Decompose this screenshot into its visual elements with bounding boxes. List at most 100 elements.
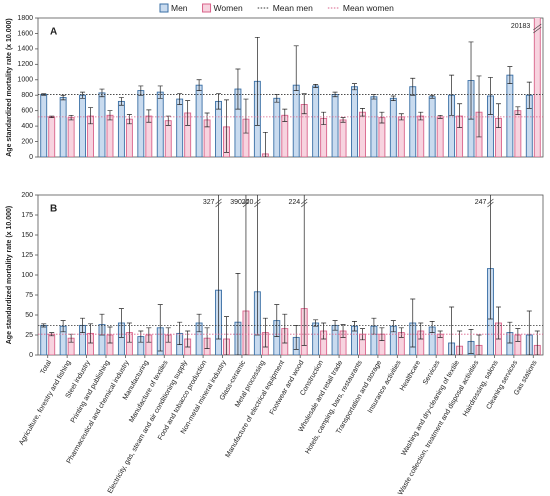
- error-bar: [398, 327, 404, 338]
- bar: [117, 100, 125, 157]
- error-bar: [165, 115, 171, 126]
- value-label: 20183: [511, 23, 531, 30]
- y-tick-label: 25: [25, 332, 33, 339]
- error-bar: [60, 320, 66, 333]
- error-bar: [41, 93, 47, 96]
- error-bar: [49, 332, 55, 337]
- error-bar: [321, 111, 327, 125]
- error-bar: [410, 298, 416, 348]
- plot-area: [40, 18, 541, 157]
- bar: [351, 86, 358, 157]
- break-mark: [487, 198, 494, 208]
- bar: [378, 117, 386, 157]
- bar: [370, 96, 378, 157]
- error-bar: [60, 94, 66, 101]
- error-bar: [282, 108, 288, 122]
- error-bar: [351, 83, 357, 91]
- y-tick-label: 100: [21, 272, 33, 279]
- ci-label: 327: [203, 199, 215, 206]
- error-bar: [235, 68, 241, 110]
- error-bar: [165, 327, 171, 343]
- error-bar: [118, 97, 124, 106]
- error-bar: [468, 41, 474, 120]
- error-bar: [410, 77, 416, 96]
- bar: [40, 324, 48, 355]
- error-bar: [449, 306, 455, 355]
- error-bar: [254, 36, 260, 126]
- bar: [428, 96, 436, 157]
- error-bar: [88, 107, 94, 125]
- y-tick-label: 150: [21, 232, 33, 239]
- error-bar: [41, 323, 47, 328]
- error-bar: [185, 330, 191, 348]
- legend-label: Men: [171, 3, 188, 13]
- y-tick-label: 125: [21, 252, 33, 259]
- error-bar: [177, 321, 183, 345]
- error-bar: [118, 308, 124, 338]
- bar: [273, 97, 281, 157]
- error-bar: [418, 111, 424, 121]
- error-bar: [495, 103, 501, 129]
- bar: [312, 322, 320, 355]
- bar: [98, 92, 106, 157]
- bar: [359, 111, 366, 157]
- error-bar: [49, 115, 55, 118]
- error-bar: [80, 317, 86, 333]
- y-tick-label: 1800: [17, 15, 33, 22]
- error-bar: [476, 334, 482, 355]
- error-bar: [146, 327, 152, 343]
- panel-label: B: [50, 204, 57, 215]
- error-bar: [457, 330, 463, 355]
- error-bar: [126, 114, 132, 125]
- plot-frame: [37, 194, 544, 356]
- error-bar: [282, 313, 288, 344]
- bar: [40, 93, 48, 157]
- error-bar: [468, 329, 474, 354]
- error-bar: [301, 93, 307, 115]
- error-bar: [254, 195, 260, 336]
- error-bar: [204, 112, 210, 128]
- bar: [67, 117, 75, 157]
- bar: [389, 97, 397, 157]
- error-bar: [126, 322, 132, 343]
- break-mark: [254, 198, 261, 208]
- bar: [79, 94, 87, 157]
- legend-label: Mean women: [343, 3, 394, 13]
- break-mark: [533, 23, 542, 34]
- legend-swatch: [202, 3, 212, 13]
- break-mark: [242, 198, 250, 208]
- error-bar: [216, 93, 222, 110]
- error-bar: [224, 99, 230, 153]
- error-bar: [515, 106, 521, 115]
- error-bar: [429, 94, 435, 99]
- error-bar: [429, 321, 435, 333]
- bar: [514, 110, 522, 157]
- error-bar: [526, 310, 532, 355]
- y-tick-label: 1200: [17, 61, 33, 68]
- error-bar: [495, 306, 501, 340]
- error-bar: [196, 313, 202, 333]
- error-bar: [340, 324, 346, 338]
- bar: [59, 97, 67, 157]
- error-bar: [138, 330, 144, 343]
- bar: [397, 116, 405, 157]
- error-bar: [157, 85, 163, 99]
- bar: [312, 85, 320, 157]
- error-bar: [262, 131, 268, 157]
- x-tick-label: Hairdressing, salons: [462, 359, 500, 418]
- ci-label: 390: [230, 199, 242, 206]
- error-bar: [359, 108, 365, 117]
- bar: [331, 93, 339, 157]
- ci-label: 220: [242, 199, 254, 206]
- error-bar: [487, 195, 493, 320]
- y-tick-label: 175: [21, 212, 33, 219]
- bar: [125, 118, 133, 157]
- x-tick-label: Healthcare: [399, 359, 422, 392]
- bar: [137, 90, 145, 157]
- error-bar: [507, 66, 513, 84]
- ci-label: 224: [289, 199, 301, 206]
- panel-label: A: [50, 27, 57, 38]
- legend-swatch: [159, 3, 169, 13]
- y-tick-label: 0: [29, 154, 33, 161]
- error-bar: [107, 326, 113, 344]
